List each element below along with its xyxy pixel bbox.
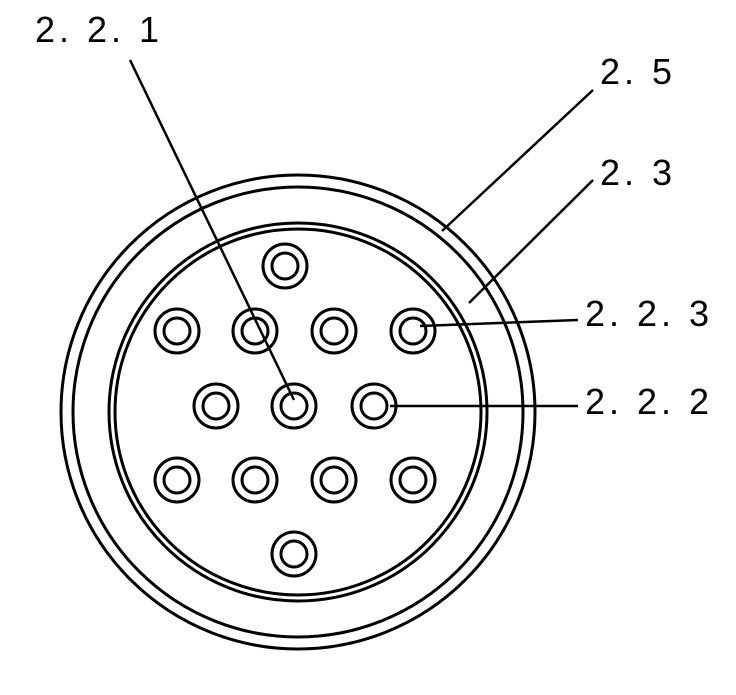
conductor-hole-outer [391, 458, 435, 502]
conductor-hole-outer [155, 458, 199, 502]
callout-label: 2. 5 [600, 51, 676, 92]
conductor-hole-inner [321, 318, 347, 344]
conductor-hole-inner [272, 253, 298, 279]
conductor-hole-inner [400, 467, 426, 493]
leader-line [442, 90, 593, 231]
conductor-hole-outer [155, 309, 199, 353]
conductor-hole-inner [361, 393, 387, 419]
conductor-hole-outer [352, 384, 396, 428]
conductor-hole-inner [281, 393, 307, 419]
conductor-hole-outer [194, 384, 238, 428]
outer-jacket-inner-circle [73, 187, 523, 637]
conductor-hole-outer [391, 309, 435, 353]
conductor-hole-inner [400, 318, 426, 344]
leader-line [469, 180, 593, 303]
callout-label: 2. 2. 3 [585, 293, 713, 334]
conductor-hole-inner [281, 541, 307, 567]
conductor-hole-inner [164, 318, 190, 344]
conductor-hole-inner [321, 467, 347, 493]
inner-shell-outer-circle [109, 223, 487, 601]
conductor-hole-outer [272, 384, 316, 428]
leader-line [420, 320, 578, 326]
conductor-hole-outer [233, 309, 277, 353]
conductor-hole-inner [242, 467, 268, 493]
callout-label: 2. 2. 2 [585, 381, 713, 422]
callout-label: 2. 2. 1 [35, 9, 163, 50]
callout-label: 2. 3 [600, 152, 676, 193]
conductor-hole-outer [312, 458, 356, 502]
outer-jacket-circle [61, 175, 535, 649]
conductor-hole-outer [233, 458, 277, 502]
conductor-hole-outer [263, 244, 307, 288]
conductor-hole-outer [272, 532, 316, 576]
conductor-hole-outer [312, 309, 356, 353]
conductor-hole-inner [203, 393, 229, 419]
conductor-hole-inner [164, 467, 190, 493]
